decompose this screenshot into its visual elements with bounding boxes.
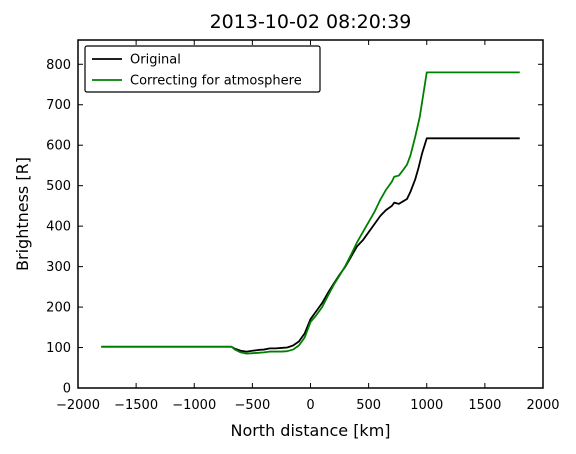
x-tick-label: 1500 [468,398,501,413]
series-line-corrected [101,71,520,355]
legend: Original Correcting for atmosphere [84,45,321,93]
x-tick-label: −2000 [56,398,100,413]
y-tick-label: 200 [46,301,71,316]
series-line-original [101,137,520,353]
y-axis-ticks: 0 100 200 300 400 500 600 700 800 [46,58,543,397]
x-tick-label: −1500 [114,398,158,413]
y-tick-label: 800 [46,58,71,73]
plot-series [101,71,520,355]
y-tick-label: 100 [46,341,71,356]
y-tick-label: 300 [46,260,71,275]
legend-label-original: Original [130,53,181,68]
x-tick-label: −1000 [172,398,216,413]
x-tick-label: −500 [235,398,271,413]
y-axis-label: Brightness [R] [13,157,32,271]
x-axis-ticks: −2000 −1500 −1000 −500 0 500 1000 1500 2000 [56,40,560,413]
x-tick-label: 500 [356,398,381,413]
y-tick-label: 0 [63,382,71,397]
y-tick-label: 600 [46,139,71,154]
y-tick-label: 500 [46,179,71,194]
x-tick-label: 0 [306,398,314,413]
x-tick-label: 2000 [526,398,559,413]
y-tick-label: 400 [46,220,71,235]
x-axis-label: North distance [km] [230,421,390,440]
legend-label-corrected: Correcting for atmosphere [130,74,302,89]
x-tick-label: 1000 [410,398,443,413]
chart-title: 2013-10-02 08:20:39 [210,11,412,33]
y-tick-label: 700 [46,98,71,113]
legend-box [84,45,321,93]
